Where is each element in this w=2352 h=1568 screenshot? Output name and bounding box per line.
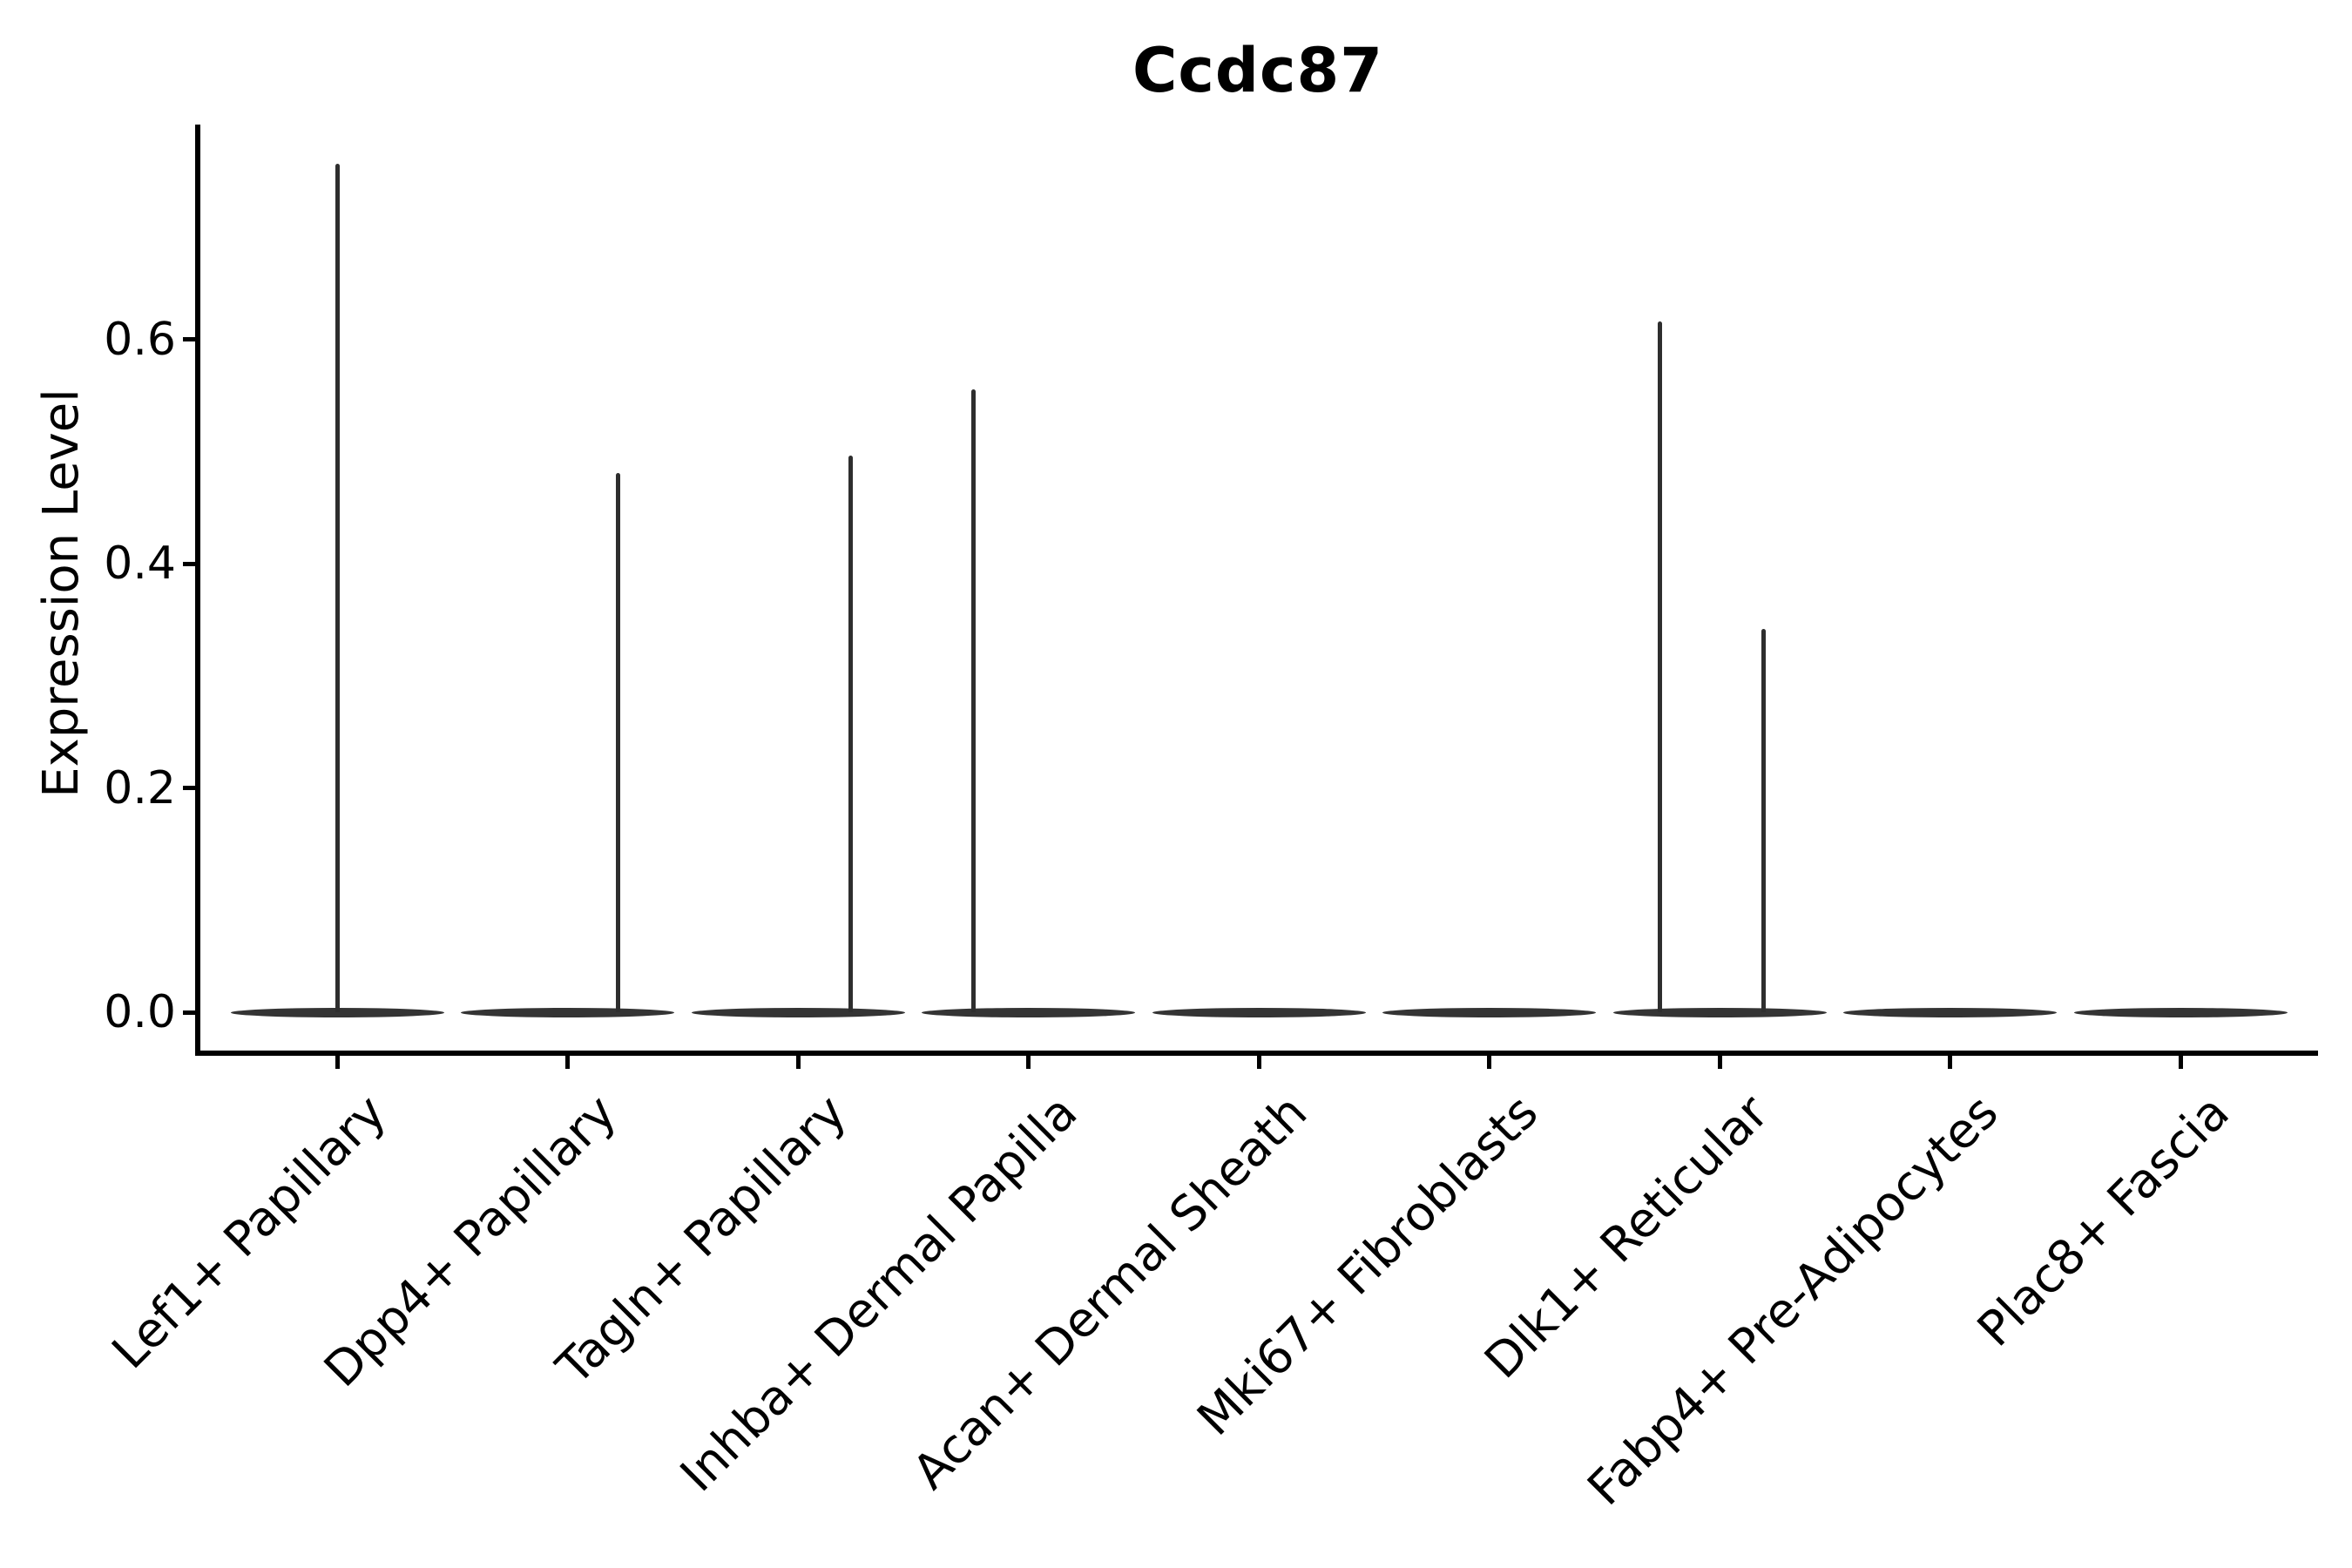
x-axis-label: Acan+ Dermal Sheath <box>902 1084 1318 1500</box>
plot-title: Ccdc87 <box>1132 35 1383 106</box>
x-tick-mark <box>1717 1056 1722 1069</box>
y-tick-mark <box>183 561 196 566</box>
violin-baseline <box>230 1007 444 1017</box>
violin-spike <box>970 389 976 1012</box>
y-tick-mark <box>183 337 196 342</box>
x-axis-label: Plac8+ Fascia <box>1966 1084 2240 1357</box>
violin-baseline <box>691 1007 905 1017</box>
violin-spike <box>616 473 621 1012</box>
violin-baseline <box>1843 1007 2057 1017</box>
x-tick-mark <box>2178 1056 2183 1069</box>
y-tick-mark <box>183 786 196 791</box>
violin-spike <box>335 163 340 1012</box>
y-tick-label: 0.0 <box>104 986 176 1038</box>
violin-spike <box>848 455 854 1012</box>
violin-baseline <box>1612 1007 1827 1017</box>
x-axis-label: Inhba+ Dermal Papilla <box>669 1084 1088 1503</box>
y-axis-spine <box>195 125 200 1056</box>
x-tick-mark <box>335 1056 340 1069</box>
y-axis-label: Expression Level <box>33 389 90 798</box>
violin-spike <box>1657 321 1662 1012</box>
violin-spike <box>1761 628 1766 1012</box>
violin-baseline <box>1382 1007 1596 1017</box>
violin-baseline <box>2073 1007 2288 1017</box>
y-tick-label: 0.6 <box>104 313 176 366</box>
violin-baseline <box>922 1007 1135 1017</box>
violin-baseline <box>1152 1007 1366 1017</box>
x-tick-mark <box>1026 1056 1031 1069</box>
x-tick-mark <box>1487 1056 1491 1069</box>
x-tick-mark <box>565 1056 570 1069</box>
x-tick-mark <box>1256 1056 1261 1069</box>
x-tick-mark <box>1948 1056 1952 1069</box>
x-tick-mark <box>795 1056 801 1069</box>
y-tick-label: 0.2 <box>104 761 176 814</box>
y-tick-mark <box>183 1010 196 1015</box>
x-axis-label: Fabp4+ Pre-Adipocytes <box>1577 1084 2010 1517</box>
violin-baseline <box>461 1007 674 1017</box>
x-axis-spine <box>195 1051 2318 1056</box>
y-tick-label: 0.4 <box>104 537 176 591</box>
